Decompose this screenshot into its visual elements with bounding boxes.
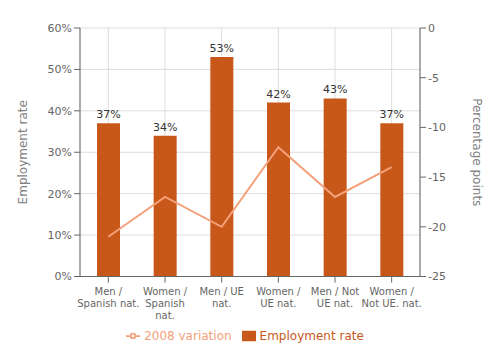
svg-text:0%: 0% [55, 270, 72, 283]
svg-text:0: 0 [428, 22, 435, 35]
html-text:Employment rate: Employment rate [259, 328, 364, 343]
svg-text:10%: 10% [48, 229, 72, 242]
svg-text:34%: 34% [153, 121, 177, 134]
svg-text:-15: -15 [428, 171, 446, 184]
svg-text:Women /UE nat.: Women /UE nat. [256, 286, 301, 309]
svg-text:-25: -25 [428, 270, 446, 283]
svg-text:Employment rate: Employment rate [16, 100, 30, 204]
svg-text:Percentage points: Percentage points [470, 98, 484, 206]
svg-text:-5: -5 [428, 72, 439, 85]
svg-text:43%: 43% [323, 83, 347, 96]
svg-text:20%: 20% [48, 188, 72, 201]
svg-text:Men / UEnat.: Men / UEnat. [199, 286, 243, 309]
svg-text:53%: 53% [210, 42, 234, 55]
html-text:2008 variation: 2008 variation [144, 328, 232, 343]
svg-text:Women /Spanishnat.: Women /Spanishnat. [143, 286, 188, 321]
svg-text:60%: 60% [48, 22, 72, 35]
svg-text:50%: 50% [48, 63, 72, 76]
svg-text:Women /Not UE. nat.: Women /Not UE. nat. [362, 286, 422, 309]
svg-text:-10: -10 [428, 121, 446, 134]
svg-text:Men / NotUE nat.: Men / NotUE nat. [311, 286, 359, 309]
svg-text:37%: 37% [380, 108, 404, 121]
svg-text:30%: 30% [48, 146, 72, 159]
svg-text:40%: 40% [48, 105, 72, 118]
svg-text:37%: 37% [96, 108, 120, 121]
svg-text:Men /Spanish nat.: Men /Spanish nat. [77, 286, 139, 309]
svg-text:42%: 42% [266, 88, 290, 101]
svg-text:-20: -20 [428, 221, 446, 234]
